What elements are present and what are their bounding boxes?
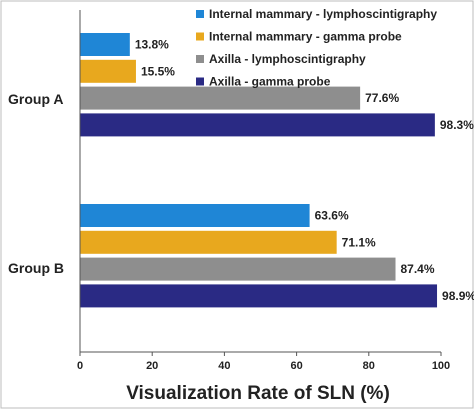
legend-swatch [196,32,204,41]
x-tick-label: 20 [146,360,158,372]
bar-group-b-series-3 [80,257,396,281]
x-tick-label: 100 [432,360,450,372]
data-label: 87.4% [401,262,435,276]
legend-label: Internal mammary - gamma probe [209,30,402,44]
legend: Internal mammary - lymphoscintigraphy Int… [196,7,437,89]
legend-label: Axilla - lymphoscintigraphy [209,52,366,66]
x-axis-title: Visualization Rate of SLN (%) [126,383,390,404]
category-label: Group B [8,260,64,276]
data-label: 13.8% [135,38,169,52]
bar-group-b-series-2 [80,230,337,254]
data-label: 15.5% [141,64,175,78]
bar-group-a-series-1 [80,33,130,56]
bar-group-b-series-4 [80,284,438,308]
data-label: 77.6% [365,91,399,105]
category-label: Group A [8,91,63,107]
x-tick-label: 40 [218,360,230,372]
x-tick-label: 0 [77,360,83,372]
data-label: 98.9% [442,289,474,303]
category-labels: Group A Group B [8,91,64,276]
legend-label: Internal mammary - lymphoscintigraphy [209,7,437,21]
x-tick-label: 80 [363,360,375,372]
data-label: 98.3% [440,118,474,132]
bar-group-a-series-2 [80,59,136,83]
legend-swatch [196,55,204,63]
x-axis: 0 20 40 60 80 100 [77,10,450,372]
legend-swatch [196,10,204,18]
bar-group-a-series-4 [80,113,435,137]
x-tick-label: 60 [290,360,302,372]
data-label: 71.1% [342,235,376,249]
bars-layer: 13.8% 15.5% 77.6% 98.3% 63.6% 71.1% 87.4% 98.9% [80,33,474,308]
bar-group-a-series-3 [80,86,361,110]
bar-group-b-series-1 [80,204,310,227]
data-label: 63.6% [315,209,349,223]
legend-swatch [196,77,204,86]
legend-label: Axilla - gamma probe [209,75,331,89]
